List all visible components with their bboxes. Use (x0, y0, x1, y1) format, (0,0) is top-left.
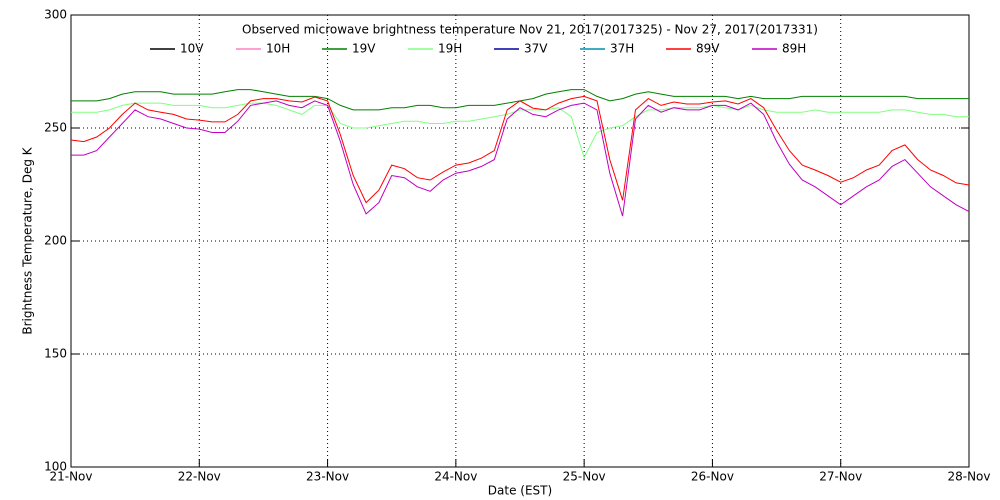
legend-label: 19H (438, 42, 462, 56)
y-tick-label: 100 (44, 460, 67, 474)
x-tick-label: 21-Nov (49, 470, 92, 484)
legend-label: 89V (696, 42, 720, 56)
legend-label: 10H (266, 42, 290, 56)
series-line (71, 102, 969, 159)
x-axis-label: Date (EST) (488, 484, 552, 498)
chart-title: Observed microwave brightness temperatur… (242, 23, 818, 37)
legend-label: 37H (610, 42, 634, 56)
series-line (70, 95, 970, 204)
legend-label: 89H (782, 42, 806, 56)
x-tick-label: 28-Nov (947, 470, 990, 484)
x-tick-label: 22-Nov (178, 470, 221, 484)
y-tick-label: 200 (44, 234, 67, 248)
x-tick-label: 24-Nov (434, 470, 477, 484)
x-tick-label: 25-Nov (563, 470, 606, 484)
y-axis-label: Brightness Temperature, Deg K (21, 146, 35, 334)
legend-label: 37V (524, 42, 548, 56)
series-line (71, 100, 970, 217)
y-tick-label: 150 (44, 347, 67, 361)
y-tick-label: 250 (44, 121, 67, 135)
x-tick-label: 23-Nov (306, 470, 349, 484)
x-tick-label: 27-Nov (819, 470, 862, 484)
legend-label: 10V (180, 42, 204, 56)
legend-label: 19V (352, 42, 376, 56)
y-tick-label: 300 (44, 8, 67, 22)
x-tick-label: 26-Nov (691, 470, 734, 484)
